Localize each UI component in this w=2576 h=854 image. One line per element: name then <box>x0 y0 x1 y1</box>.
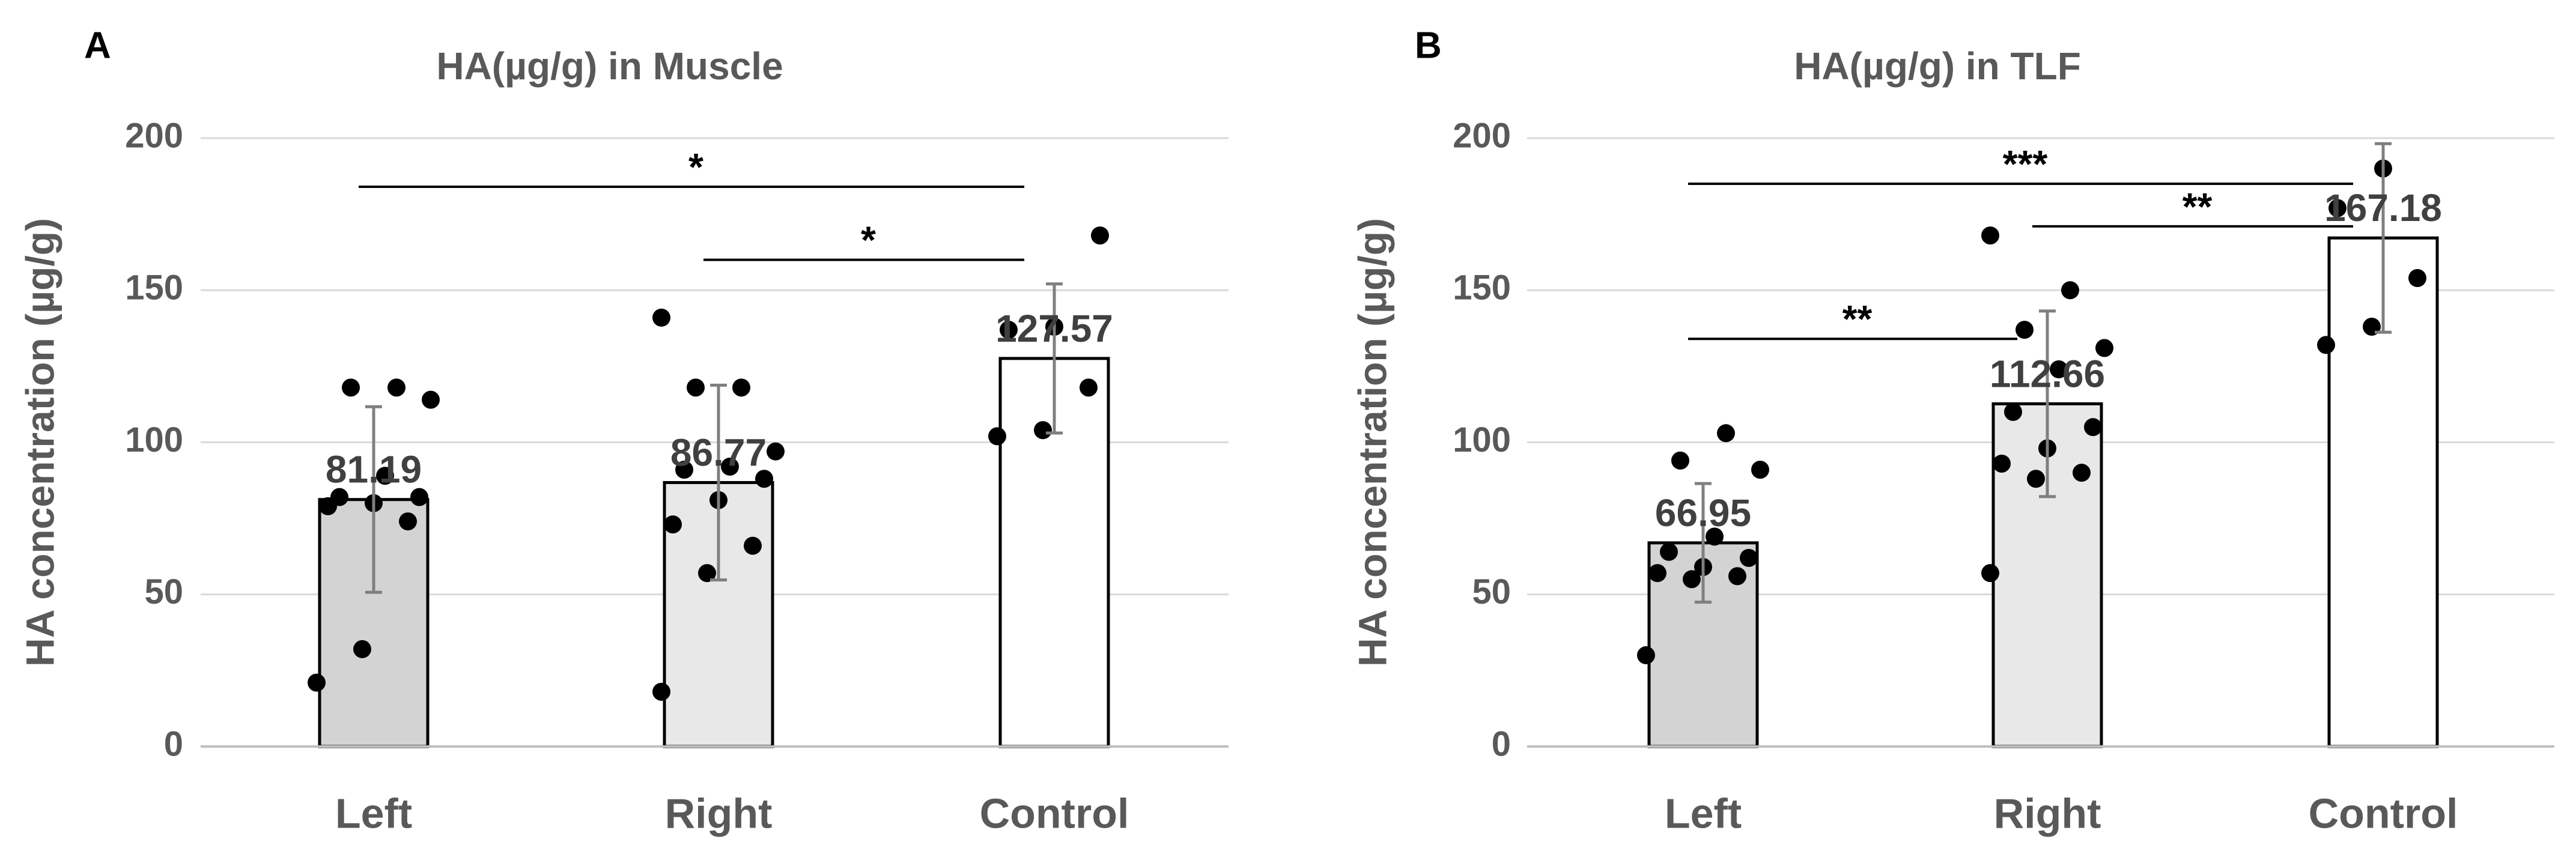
data-point <box>1751 461 1769 479</box>
panel-tlf: B HA(µg/g) in TLF 0 50 100 150 200 HA concentra… <box>1350 25 2554 837</box>
y-tick-label: 200 <box>125 116 183 155</box>
y-tick-label: 100 <box>1453 420 1511 459</box>
data-point <box>687 378 705 397</box>
data-point <box>2004 402 2022 421</box>
y-tick-label: 150 <box>1453 268 1511 307</box>
y-tick-label: 50 <box>144 572 183 611</box>
y-tick-label: 0 <box>164 724 183 763</box>
data-point <box>376 467 394 485</box>
data-point <box>1706 527 1724 546</box>
data-point <box>2095 339 2113 357</box>
data-point <box>387 378 406 397</box>
data-point <box>721 458 739 476</box>
y-tick-label: 150 <box>125 268 183 307</box>
value-label: 86.77 <box>670 431 767 474</box>
value-label: 127.57 <box>995 307 1113 350</box>
data-point <box>988 427 1006 446</box>
category-label: Control <box>980 790 1129 837</box>
data-point <box>1034 421 1052 440</box>
data-point <box>1683 570 1701 589</box>
chart-title: HA(µg/g) in TLF <box>1794 44 2081 88</box>
value-label: 112.66 <box>1990 352 2105 395</box>
data-point <box>664 515 682 534</box>
value-label: 167.18 <box>2324 186 2442 229</box>
y-tick-label: 200 <box>1453 116 1511 155</box>
y-axis-label: HA concentration (µg/g) <box>17 218 62 667</box>
data-point <box>1091 226 1109 245</box>
data-point <box>1993 454 2011 473</box>
data-point <box>2016 321 2034 339</box>
value-label: 81.19 <box>326 448 422 491</box>
y-tick-label: 0 <box>1492 724 1511 763</box>
y-tick-label: 50 <box>1472 572 1511 611</box>
data-point <box>2084 418 2102 437</box>
data-point <box>755 470 773 488</box>
data-point <box>1637 646 1655 665</box>
data-point <box>1000 321 1018 339</box>
category-label: Left <box>1665 790 1742 837</box>
data-point <box>2050 360 2068 378</box>
data-point <box>422 390 440 409</box>
chart-title: HA(µg/g) in Muscle <box>436 44 783 88</box>
data-point <box>652 308 670 327</box>
significance-label: * <box>688 145 703 189</box>
category-label: Control <box>2309 790 2458 837</box>
data-point <box>1981 564 1999 583</box>
data-point <box>342 378 360 397</box>
panel-letter: B <box>1415 25 1442 66</box>
data-point <box>399 512 417 531</box>
data-point <box>1660 542 1678 561</box>
category-label: Right <box>665 790 773 837</box>
data-point <box>330 488 348 506</box>
data-point <box>2317 336 2335 354</box>
data-point <box>2073 464 2091 482</box>
value-label: 66.95 <box>1655 491 1751 535</box>
data-point <box>1981 226 1999 245</box>
data-point <box>2027 470 2045 488</box>
panel-muscle: A HA(µg/g) in Muscle 0 50 100 150 200 HA concen… <box>17 25 1229 837</box>
data-point <box>1740 548 1758 567</box>
significance-label: ** <box>1842 297 1873 341</box>
panel-letter: A <box>84 25 111 66</box>
y-tick-label: 100 <box>125 420 183 459</box>
data-point <box>767 442 785 461</box>
data-point <box>1648 564 1666 583</box>
significance-label: ** <box>2183 185 2213 228</box>
data-point <box>353 640 371 658</box>
data-point <box>410 488 428 506</box>
category-label: Left <box>335 790 412 837</box>
data-point <box>1671 451 1689 470</box>
data-point <box>2061 281 2079 300</box>
data-point <box>675 461 693 479</box>
category-label: Right <box>1994 790 2101 837</box>
significance-label: * <box>861 219 876 262</box>
data-point <box>698 564 716 583</box>
data-point <box>1728 567 1746 586</box>
y-axis-label: HA concentration (µg/g) <box>1350 218 1394 667</box>
data-point <box>1717 424 1735 443</box>
data-point <box>2408 268 2426 287</box>
data-point <box>2328 199 2347 217</box>
data-point <box>1080 378 1098 397</box>
data-point <box>308 673 326 692</box>
data-point <box>652 682 670 701</box>
significance-label: *** <box>2003 142 2048 186</box>
data-point <box>732 378 750 397</box>
data-point <box>744 536 762 555</box>
